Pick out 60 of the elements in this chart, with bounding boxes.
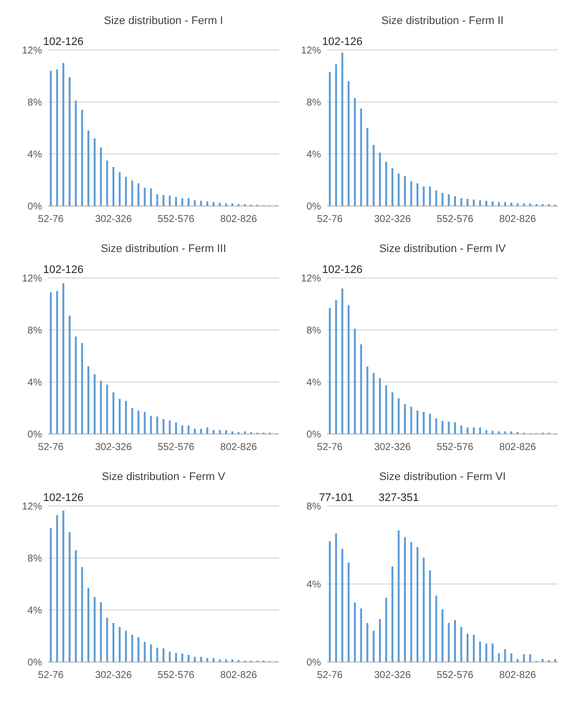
- annotation: 102-126: [322, 36, 363, 48]
- chart-title: Size distribution - Ferm III: [100, 243, 226, 255]
- x-tick-label: 802-826: [499, 214, 536, 225]
- x-tick-label: 552-576: [158, 214, 195, 225]
- y-tick-label: 8%: [28, 554, 42, 564]
- y-tick-label: 8%: [306, 502, 322, 512]
- x-tick-label: 52-76: [38, 442, 64, 453]
- y-tick-label: 4%: [306, 150, 322, 160]
- chart-title: Size distribution - Ferm V: [102, 471, 226, 483]
- y-tick-label: 4%: [306, 580, 322, 590]
- y-tick-label: 4%: [28, 378, 42, 388]
- y-tick-label: 8%: [306, 326, 322, 336]
- y-tick-label: 8%: [28, 326, 42, 336]
- x-tick-label: 52-76: [38, 214, 64, 225]
- annotation: 327-351: [378, 492, 419, 504]
- y-tick-label: 0%: [28, 430, 42, 440]
- annotation: 102-126: [43, 264, 84, 276]
- x-tick-label: 552-576: [158, 670, 195, 681]
- y-tick-label: 12%: [300, 46, 322, 56]
- x-tick-label: 302-326: [374, 442, 412, 453]
- x-tick-label: 302-326: [374, 670, 412, 681]
- x-tick-label: 302-326: [95, 670, 132, 681]
- chart-title: Size distribution - Ferm IV: [379, 243, 506, 255]
- x-tick-label: 302-326: [95, 214, 132, 225]
- chart-title: Size distribution - Ferm I: [104, 15, 224, 27]
- y-tick-label: 0%: [306, 202, 322, 212]
- annotation: 102-126: [43, 36, 84, 48]
- y-tick-label: 0%: [306, 430, 322, 440]
- y-tick-label: 8%: [28, 98, 42, 108]
- annotation: 77-101: [318, 492, 354, 504]
- x-tick-label: 52-76: [38, 670, 64, 681]
- x-tick-label: 552-576: [436, 214, 474, 225]
- x-tick-label: 802-826: [220, 442, 258, 453]
- y-tick-label: 12%: [22, 274, 42, 284]
- y-tick-label: 4%: [306, 378, 322, 388]
- annotation: 102-126: [43, 492, 84, 504]
- x-tick-label: 552-576: [158, 442, 195, 453]
- y-tick-label: 12%: [22, 46, 42, 56]
- y-tick-label: 0%: [28, 202, 42, 212]
- x-tick-label: 52-76: [317, 214, 344, 225]
- x-tick-label: 52-76: [317, 442, 344, 453]
- x-tick-label: 302-326: [374, 214, 412, 225]
- x-tick-label: 52-76: [317, 670, 344, 681]
- chart-title: Size distribution - Ferm VI: [379, 471, 506, 483]
- y-tick-label: 4%: [28, 606, 42, 616]
- y-tick-label: 12%: [22, 502, 42, 512]
- y-tick-label: 12%: [300, 274, 322, 284]
- y-tick-label: 0%: [306, 658, 322, 668]
- x-tick-label: 802-826: [220, 214, 258, 225]
- x-tick-label: 552-576: [436, 670, 474, 681]
- x-tick-label: 802-826: [499, 442, 536, 453]
- y-tick-label: 0%: [28, 658, 42, 668]
- chart-title: Size distribution - Ferm II: [381, 15, 504, 27]
- y-tick-label: 4%: [28, 150, 42, 160]
- y-tick-label: 8%: [306, 98, 322, 108]
- x-tick-label: 802-826: [499, 670, 536, 681]
- x-tick-label: 552-576: [436, 442, 474, 453]
- x-tick-label: 802-826: [220, 670, 258, 681]
- annotation: 102-126: [322, 264, 363, 276]
- x-tick-label: 302-326: [95, 442, 132, 453]
